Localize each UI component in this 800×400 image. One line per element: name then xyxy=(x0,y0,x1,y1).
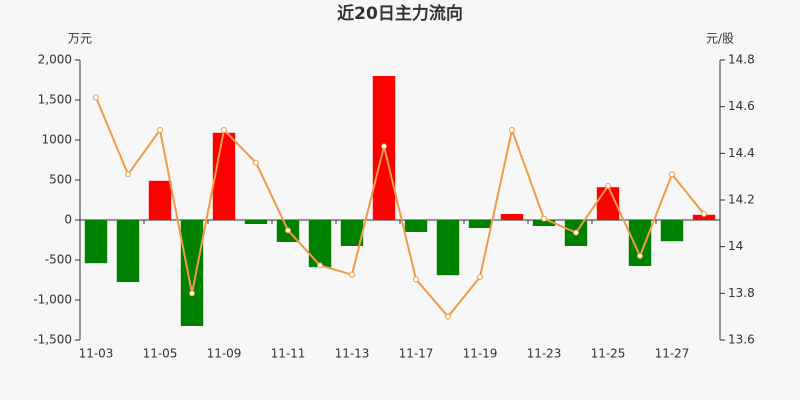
price-point xyxy=(317,262,323,269)
bar xyxy=(212,132,236,220)
price-point xyxy=(541,215,547,222)
bar xyxy=(116,220,140,282)
y-tick-label: 2,000 xyxy=(38,53,72,67)
bar xyxy=(660,220,684,242)
y2-tick-label: 14.8 xyxy=(728,53,755,67)
x-tick-label: 11-23 xyxy=(527,347,562,361)
y2-tick-label: 14.4 xyxy=(728,146,755,160)
price-point xyxy=(189,290,195,297)
y-tick-label: 500 xyxy=(49,173,72,187)
price-point xyxy=(93,94,99,101)
y-tick-label: 1,500 xyxy=(38,93,72,107)
bar xyxy=(436,220,460,276)
bar xyxy=(692,214,716,220)
price-point xyxy=(381,143,387,150)
bar xyxy=(628,220,652,266)
x-tick-label: 11-25 xyxy=(591,347,626,361)
y2-tick-label: 14 xyxy=(728,239,743,253)
x-tick-label: 11-03 xyxy=(79,347,114,361)
price-point xyxy=(125,171,131,178)
bar xyxy=(500,214,524,220)
x-tick-label: 11-17 xyxy=(399,347,434,361)
y-tick-label: -1,500 xyxy=(33,333,72,347)
bar xyxy=(532,220,556,226)
price-point xyxy=(157,127,163,133)
x-tick-label: 11-05 xyxy=(143,347,178,361)
price-point xyxy=(285,227,291,234)
y-tick-label: 1000 xyxy=(41,133,72,147)
price-point xyxy=(701,211,707,217)
price-point xyxy=(509,127,515,133)
price-point xyxy=(253,159,259,166)
price-point xyxy=(605,183,611,189)
bar xyxy=(308,220,332,268)
price-point xyxy=(477,274,483,280)
price-point xyxy=(637,253,643,259)
bar xyxy=(180,220,204,326)
x-tick-label: 11-11 xyxy=(271,347,306,361)
y-tick-label: -500 xyxy=(45,253,72,267)
price-point xyxy=(413,276,419,283)
y2-tick-label: 14.6 xyxy=(728,99,755,113)
x-tick-label: 11-19 xyxy=(463,347,498,361)
y-tick-label: -1,000 xyxy=(33,293,72,307)
bar xyxy=(148,180,172,220)
bar xyxy=(404,220,428,232)
x-tick-label: 11-27 xyxy=(655,347,690,361)
y2-tick-label: 14.2 xyxy=(728,193,755,207)
bar xyxy=(468,220,492,228)
bar xyxy=(340,220,364,246)
y-axis-label: 万元 xyxy=(68,32,92,46)
price-line xyxy=(95,96,705,319)
price-point xyxy=(445,313,451,320)
y-tick-label: 0 xyxy=(64,213,72,227)
price-point xyxy=(349,271,355,278)
x-tick-label: 11-13 xyxy=(335,347,370,361)
price-point xyxy=(573,229,579,236)
bar xyxy=(84,220,108,264)
y2-tick-label: 13.6 xyxy=(728,333,755,347)
bar xyxy=(244,220,268,224)
y2-axis-label: 元/股 xyxy=(706,32,734,46)
x-tick-label: 11-09 xyxy=(207,347,242,361)
price-point xyxy=(221,127,227,133)
chart-title: 近20日主力流向 xyxy=(337,3,463,24)
y2-tick-label: 13.8 xyxy=(728,286,755,300)
price-point xyxy=(669,171,675,178)
